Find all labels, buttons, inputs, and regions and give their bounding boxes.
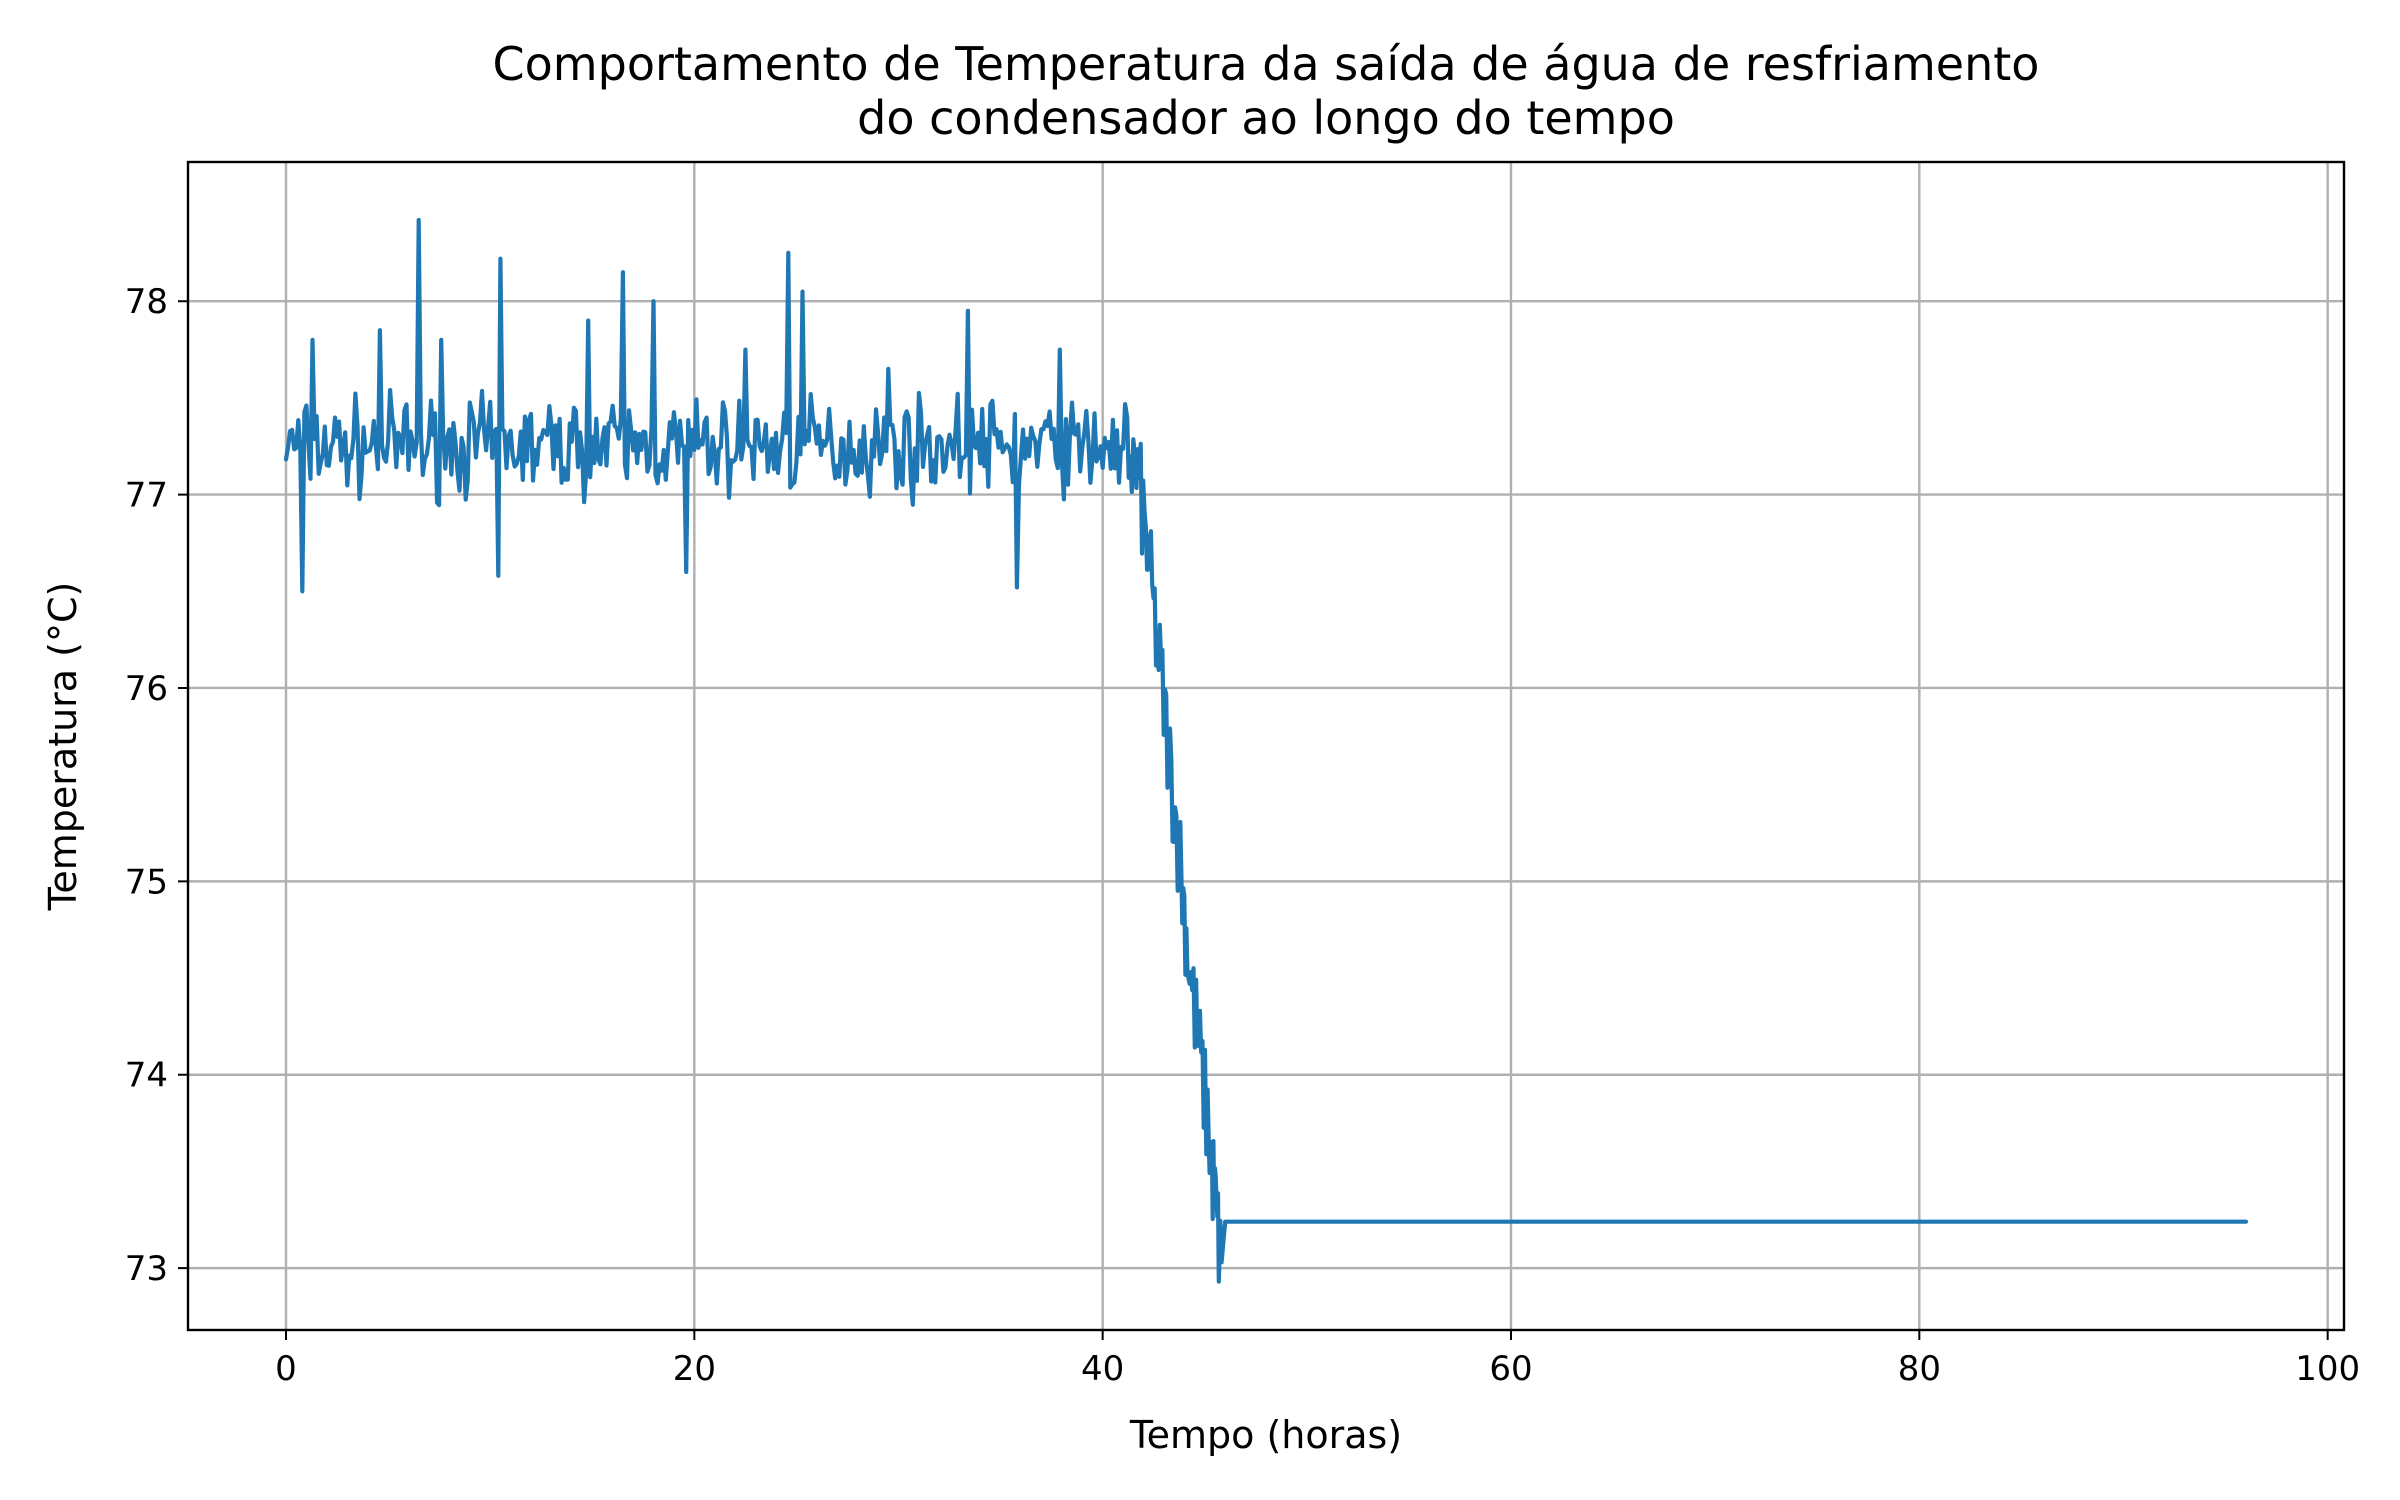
x-axis-label: Tempo (horas) xyxy=(1129,1413,1402,1457)
grid xyxy=(188,162,2344,1330)
x-tick-label-60: 60 xyxy=(1489,1349,1532,1389)
y-tick-label-78: 78 xyxy=(125,282,168,322)
chart-title-line-2: do condensador ao longo do tempo xyxy=(857,91,1675,145)
y-tick-label-77: 77 xyxy=(125,476,168,516)
x-tick-label-80: 80 xyxy=(1898,1349,1941,1389)
series-line-temperatura xyxy=(283,217,2249,1284)
y-tick-label-73: 73 xyxy=(125,1249,168,1289)
y-tick-label-74: 74 xyxy=(125,1056,168,1096)
y-axis-label: Temperatura (°C) xyxy=(41,582,85,912)
x-tick-label-40: 40 xyxy=(1081,1349,1124,1389)
y-tick-label-76: 76 xyxy=(125,669,168,709)
x-tick-label-100: 100 xyxy=(2295,1349,2360,1389)
x-axis-ticks: 0 20 40 60 80 100 xyxy=(275,1330,2360,1389)
x-tick-label-20: 20 xyxy=(673,1349,716,1389)
chart-title-line-1: Comportamento de Temperatura da saída de… xyxy=(493,37,2040,91)
y-tick-label-75: 75 xyxy=(125,862,168,902)
x-tick-label-0: 0 xyxy=(275,1349,297,1389)
plot-frame xyxy=(186,160,2346,1332)
y-axis-ticks: 73 74 75 76 77 78 xyxy=(125,282,188,1289)
